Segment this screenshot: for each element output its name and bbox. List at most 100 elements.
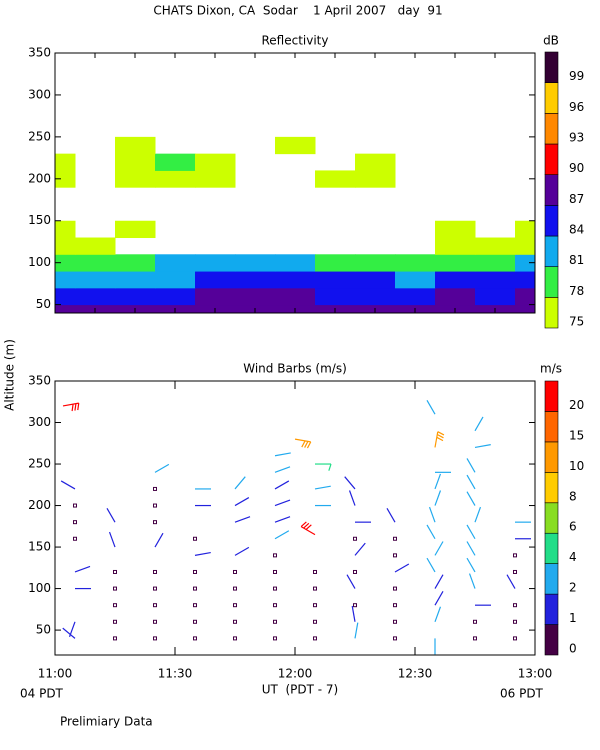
wind-barb: [153, 503, 157, 508]
heat-cell: [475, 237, 516, 255]
colorbar-tick-label: 75: [569, 315, 584, 329]
heat-cell: [195, 271, 236, 289]
colorbar-box: [544, 297, 559, 329]
calm-marker: [273, 553, 277, 558]
wind-barb: [62, 627, 76, 639]
wind-barb: [393, 586, 397, 591]
colorbar-box: [544, 502, 559, 534]
colorbar-tick-label: 84: [569, 223, 584, 237]
y-tick-label: 150: [28, 213, 51, 227]
heat-cell: [75, 271, 116, 289]
y-tick-label: 250: [28, 457, 51, 471]
heat-cell: [515, 287, 535, 306]
calm-marker: [153, 586, 157, 591]
barb-feather: [74, 403, 77, 411]
wind-barb: [394, 563, 410, 573]
calm-marker: [153, 503, 157, 508]
wind-barb: [274, 466, 291, 473]
barb-shaft: [354, 542, 366, 556]
heat-cell: [115, 153, 156, 171]
wind-barb: [273, 569, 277, 574]
colorbar-tick-label: 81: [569, 253, 584, 267]
heat-cell: [115, 220, 156, 239]
heat-cell: [155, 170, 196, 188]
heat-cell: [475, 271, 516, 289]
wind-barb: [351, 605, 356, 622]
footnote: Prelimiary Data: [60, 715, 153, 729]
colorbar-tick-label: 90: [569, 161, 584, 175]
heat-cell: [115, 254, 156, 272]
x-axis-label: UT (PDT - 7): [262, 683, 339, 697]
barb-shaft: [60, 480, 76, 490]
barb-feather: [328, 463, 332, 471]
main-title: CHATS Dixon, CA Sodar 1 April 2007 day 9…: [153, 4, 442, 18]
y-tick-label: 100: [28, 255, 51, 269]
wind-barb: [513, 636, 517, 641]
wind-barb: [193, 603, 197, 608]
barb-shaft: [466, 524, 476, 540]
wind-barb: [233, 569, 237, 574]
barb-shaft: [294, 438, 311, 443]
wind-barb: [353, 569, 357, 574]
wind-barb: [393, 603, 397, 608]
barb-shaft: [506, 574, 516, 589]
wind-barb: [513, 603, 517, 608]
barb-shaft: [434, 606, 442, 622]
heat-cell: [355, 170, 396, 188]
heat-cell: [275, 254, 316, 272]
wind-barb: [513, 619, 517, 624]
wind-barb: [153, 569, 157, 574]
wind-barb: [300, 521, 316, 536]
calm-marker: [273, 603, 277, 608]
panel-title: Wind Barbs (m/s): [243, 362, 347, 376]
colorbar-tick-label: 2: [569, 581, 577, 595]
wind-barb: [274, 480, 290, 490]
wind-barb: [393, 536, 397, 541]
wind-barb: [273, 553, 277, 558]
barb-shaft: [434, 490, 442, 506]
wind-barb: [62, 402, 80, 412]
calm-marker: [73, 503, 77, 508]
calm-marker: [393, 636, 397, 641]
wind-barb: [466, 557, 476, 573]
wind-barb: [506, 574, 516, 589]
heat-cell: [155, 153, 196, 171]
barb-shaft: [434, 574, 444, 589]
calm-marker: [193, 603, 197, 608]
y-tick-label: 150: [28, 540, 51, 554]
colorbar-label: dB: [543, 34, 559, 48]
calm-marker: [153, 619, 157, 624]
barb-feather: [71, 404, 74, 412]
colorbar-tick-label: 8: [569, 489, 577, 503]
heat-cell: [235, 271, 276, 289]
calm-marker: [113, 636, 117, 641]
wind-barb: [234, 546, 250, 556]
barb-feather: [77, 403, 80, 411]
calm-marker: [353, 603, 357, 608]
barb-shaft: [274, 480, 290, 490]
barb-shaft: [466, 474, 476, 490]
barb-shaft: [344, 476, 356, 490]
wind-barb: [348, 490, 356, 506]
barb-shaft: [474, 506, 482, 523]
wind-barb: [466, 458, 476, 473]
barb-shaft: [474, 416, 484, 432]
heat-cell: [55, 220, 76, 239]
wind-barb: [393, 619, 397, 624]
calm-marker: [113, 603, 117, 608]
calm-marker: [193, 636, 197, 641]
wind-barb: [434, 541, 444, 556]
wind-barb: [354, 542, 366, 556]
colorbar-tick-label: 96: [569, 100, 584, 114]
barb-shaft: [348, 490, 356, 506]
heat-cell: [275, 287, 316, 306]
wind-barb: [393, 636, 397, 641]
wind-barb: [113, 586, 117, 591]
x-tick-label: 12:00: [278, 667, 313, 681]
wind-barb: [193, 536, 197, 541]
heat-cell: [195, 153, 236, 171]
barb-shaft: [154, 463, 170, 473]
wind-barb: [466, 474, 476, 490]
calm-marker: [513, 619, 517, 624]
wind-barb: [68, 621, 76, 638]
